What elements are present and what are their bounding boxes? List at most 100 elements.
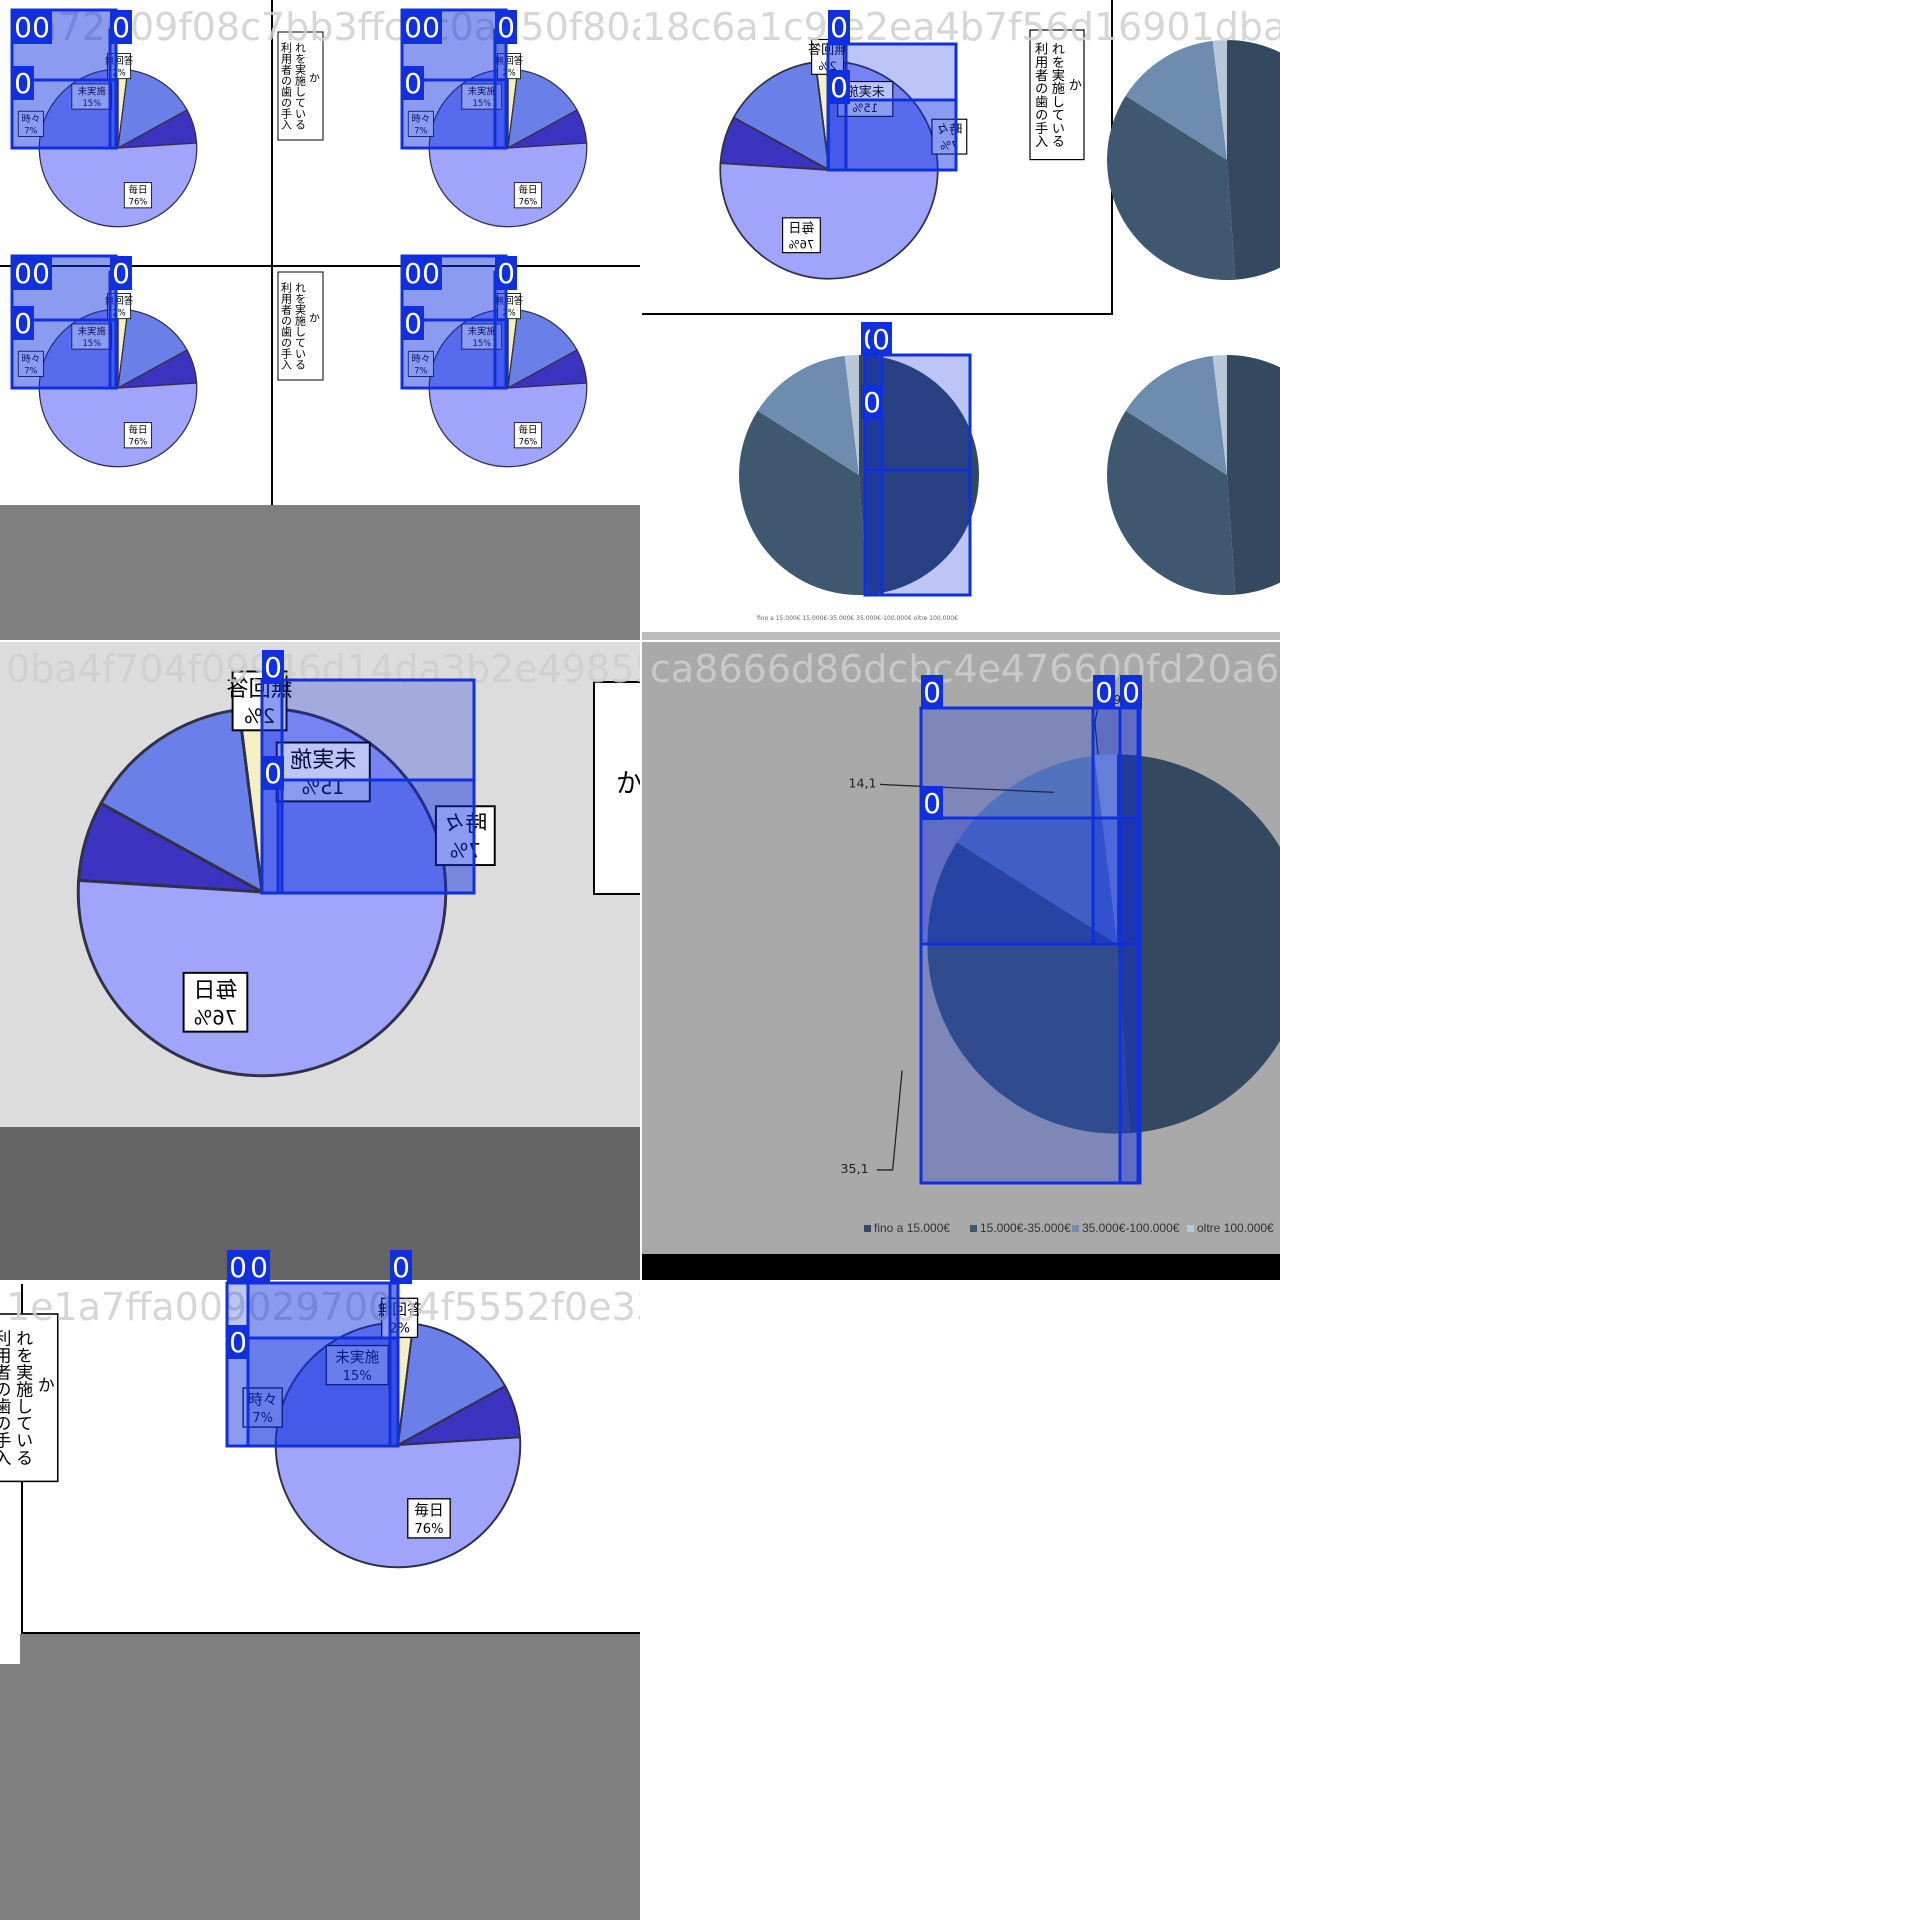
slice-mijisshi-label-pct: 15% (472, 98, 491, 108)
slice-mijisshi (732, 61, 831, 172)
slice-mainichi-label-name: 毎日 (193, 978, 237, 1003)
slice-mijisshi-label-name: 未実施 (468, 325, 497, 337)
slice-mijisshi (507, 69, 578, 150)
slice-mainichi-label-pct: 76% (414, 1522, 443, 1537)
slice-mijisshi-label-pct: 15% (472, 338, 491, 348)
slice-tokidoki-label-name: 時々 (21, 114, 40, 125)
slice-mijisshi-label-pct: 15% (343, 1369, 372, 1384)
it-mini-legend: fino a 15.000€ 15.000€-35.000€ 35.000€-1… (757, 615, 958, 622)
jp-question-line: 利用者の歯の手入 (280, 42, 293, 130)
jp-question-frame (277, 271, 324, 381)
jp-question-line: か (1066, 78, 1081, 92)
slice-mukaitou-label-pct: 2% (112, 308, 125, 318)
slice-oltre-100000 (1212, 355, 1227, 475)
jp-question-frame (1029, 29, 1085, 161)
jp-question-line: れを実施している (12, 1330, 33, 1466)
slice-tokidoki-label: 時々7% (434, 805, 496, 867)
slice-mukaitou-label-name: 無回答 (495, 295, 524, 307)
slice-mijisshi (396, 1322, 507, 1447)
slice-mijisshi (117, 309, 188, 390)
slice-mukaitou-label-name: 無回答 (378, 1302, 422, 1319)
slice-mainichi-label-name: 毎日 (129, 424, 148, 436)
jp-question-box: 利用者の歯の手入 れを実施しているか (1029, 29, 1085, 161)
slice-mijisshi (507, 309, 578, 390)
jp-question-line: 利用者の歯の手入 (280, 282, 293, 370)
it-pie-chart: 35,1 14,1 1,9 (841, 692, 1280, 1176)
jp-question-box: 利用者の歯の手入 れを実施しているか (277, 271, 324, 381)
jp-question-line: れを実施している (1049, 42, 1065, 148)
slice-mainichi-label: 毎日 76% (407, 1498, 451, 1539)
slice-tokidoki-label-name: 時々 (411, 354, 430, 365)
slice-mainichi-label-pct: 76% (519, 197, 538, 207)
jp-question-line: か (34, 1376, 54, 1393)
jp-question-box: 利用者の歯の手入 れを実施しているか (277, 31, 324, 141)
slice-mainichi-label-name: 毎日 (414, 1502, 443, 1519)
jp-question-line: 利用者の歯の手入 (1032, 42, 1048, 148)
slice-tokidoki-label: 時々7% (242, 1387, 283, 1428)
legend-swatch (864, 1225, 871, 1232)
slice-mijisshi-label-pct: 15% (82, 98, 101, 108)
slice-mainichi-label-pct: 76% (129, 197, 148, 207)
slice-mukaitou-label-pct: 2% (818, 59, 836, 73)
slice-15000-35000 (1107, 95, 1236, 281)
legend-entry: 15.000€-35.000€ (980, 1221, 1071, 1235)
slice-tokidoki-label: 時々7% (17, 110, 44, 137)
slice-tokidoki-label-pct: 7% (414, 365, 427, 375)
slice-mukaitou-label-name: 無回答 (105, 295, 134, 307)
tile-4-canvas: 35,1 14,1 1,9 fino a 15.000€ 15.000€-35.000… (642, 692, 1280, 1280)
slice-mainichi-label-name: 毎日 (519, 424, 538, 436)
slice-tokidoki-label-name: 時々 (443, 812, 487, 837)
slice-mukaitou-label-pct: 2% (389, 1322, 410, 1337)
legend-swatch (1187, 1225, 1194, 1232)
tile-3-canvas: 毎日 76% 未実施 15% 時々 7% 無回答 2% か (0, 642, 640, 1127)
slice-35000-100000 (757, 355, 859, 475)
tile-5-canvas: 毎日 76% 未実施 15% 時々 7% 無回答 2% 利用者の歯の手入 れを実施しているか (0, 1284, 640, 1664)
slice-tokidoki-label-pct: 7% (940, 139, 958, 153)
slice-tokidoki-label: 時々7% (931, 118, 968, 155)
jp-question-line: か (308, 72, 321, 83)
slice-mainichi-label-name: 毎日 (129, 184, 148, 196)
slice-mainichi-label-pct: 76% (129, 437, 148, 447)
slice-mijisshi-label-name: 未実施 (846, 84, 885, 100)
slice-35000-100000 (1125, 40, 1227, 160)
legend-entry: oltre 100.000€ (1197, 1221, 1274, 1235)
slice-mijisshi (98, 708, 264, 895)
slice-fino-15000 (859, 355, 979, 595)
jp-question-line: れを実施している (294, 42, 307, 130)
slice-mukaitou-label-name: 無回答 (105, 55, 134, 67)
slice-tokidoki-label: 時々7% (17, 350, 44, 377)
slice-35000-100000 (1125, 355, 1227, 475)
tile-4: 35,1 14,1 1,9 fino a 15.000€ 15.000€-35.000… (642, 642, 1280, 1280)
slice-tokidoki-label-pct: 7% (414, 125, 427, 135)
slice-mijisshi-label-name: 未実施 (78, 85, 107, 97)
slice-tokidoki-label-name: 時々 (248, 1391, 277, 1408)
slice-tokidoki-label: 時々7% (407, 110, 434, 137)
slice-mijisshi (117, 69, 188, 150)
slice-mainichi-label-pct: 76% (789, 237, 815, 251)
legend-swatch (970, 1225, 977, 1232)
slice-tokidoki-label-name: 時々 (936, 123, 962, 138)
it-callout: 35,1 (841, 1161, 869, 1176)
slice-15000-35000 (1107, 410, 1236, 595)
slice-mukaitou-label-name: 無回答 (808, 42, 847, 58)
slice-fino-15000 (1227, 40, 1280, 280)
tile-2: 毎日 76% 未実施 15% 時々 7% 無回答 2% 利用者の歯の手入 れを実施しているか f… (642, 0, 1280, 640)
